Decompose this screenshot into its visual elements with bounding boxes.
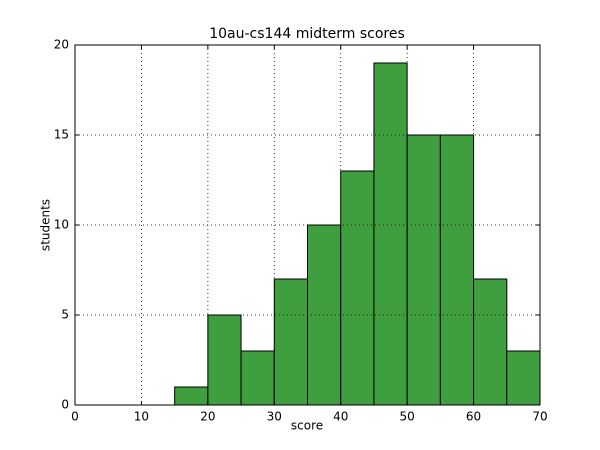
y-tick-label: 20 [54,38,69,52]
x-tick-label: 0 [71,410,79,424]
bar [473,278,508,406]
y-tick-label: 10 [54,218,69,232]
bar [373,62,408,406]
plot-frame [74,44,541,406]
x-tick-label: 10 [134,410,149,424]
y-tick-label: 0 [61,398,69,412]
bar [273,278,308,406]
x-tick-label: 30 [267,410,282,424]
bar [240,350,275,406]
x-tick-label: 40 [333,410,348,424]
chart-title: 10au-cs144 midterm scores [209,26,405,42]
y-axis-label: students [39,199,53,251]
bar [174,386,209,406]
bar [439,134,475,406]
x-tick-label: 50 [400,410,415,424]
y-tick-label: 15 [54,128,69,142]
y-tick-label: 5 [61,308,69,322]
bar [207,314,242,406]
x-tick-label: 60 [466,410,481,424]
x-tick-label: 70 [532,410,547,424]
x-axis-label: score [291,419,323,433]
x-tick-label: 20 [200,410,215,424]
bar [506,350,541,406]
bar [340,170,375,406]
bar [406,134,441,406]
